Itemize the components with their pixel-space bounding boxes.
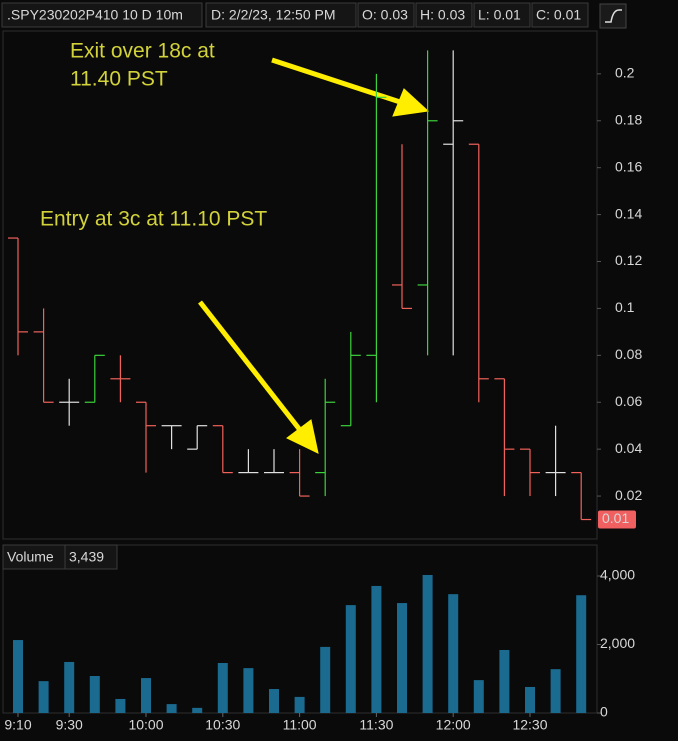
volume-bar <box>269 689 279 713</box>
x-tick-label: 11:00 <box>283 717 317 733</box>
x-tick-label: 11:30 <box>359 717 393 733</box>
volume-title: Volume <box>7 549 54 565</box>
high: H: 0.03 <box>420 7 465 23</box>
volume-bar <box>192 707 203 713</box>
header-box <box>415 2 473 28</box>
volume-bar <box>576 595 587 713</box>
volume-box <box>64 544 118 570</box>
x-tick-label: 9:30 <box>56 717 83 733</box>
price-panel <box>2 30 598 540</box>
arrow-head <box>286 419 319 454</box>
arrows <box>198 57 430 454</box>
y-tick-label: 0 <box>600 704 608 720</box>
y-tick-label: 0.12 <box>615 252 642 268</box>
volume-bar <box>294 696 305 713</box>
header-box <box>357 2 415 28</box>
volume-bar <box>243 668 254 713</box>
volume-bar <box>397 603 407 713</box>
last-price-box <box>598 510 636 529</box>
style-icon <box>605 9 622 23</box>
symbol: .SPY230202P410 10 D 10m <box>7 7 183 23</box>
y-tick-label: 0.06 <box>615 393 642 409</box>
y-tick-label: 2,000 <box>600 635 635 651</box>
x-tick-label: 10:00 <box>128 717 163 733</box>
arrow-head <box>392 88 430 117</box>
arrow <box>198 300 302 432</box>
volume-bar <box>371 585 382 713</box>
volume-current: 3,439 <box>69 549 104 565</box>
arrow <box>271 57 401 105</box>
volume-bar <box>525 686 535 713</box>
y-tick-label: 0.1 <box>615 299 635 315</box>
close: C: 0.01 <box>536 7 581 23</box>
volume-bar <box>64 661 75 713</box>
volume-bar <box>345 605 356 713</box>
volume-bar <box>115 698 126 713</box>
volume-bar <box>320 646 331 713</box>
annotation: Exit over 18c at <box>70 40 215 63</box>
volume-bar <box>38 681 49 713</box>
volume-bar <box>448 594 459 713</box>
x-tick-label: 9:10 <box>4 717 31 733</box>
x-tick-label: 12:30 <box>512 717 547 733</box>
header-box <box>531 2 589 28</box>
volume-bar <box>422 574 433 713</box>
header-box <box>473 2 531 28</box>
annotation: Entry at 3c at 11.10 PST <box>40 208 267 231</box>
volume-bar <box>550 669 561 713</box>
y-tick-label: 0.08 <box>615 346 642 362</box>
volume-bar <box>166 704 177 713</box>
volume-bar <box>473 680 484 713</box>
volume-bar <box>89 676 100 713</box>
y-tick-label: 0.16 <box>615 158 642 174</box>
volume-bar <box>217 663 228 713</box>
y-tick-label: 0.18 <box>615 111 642 127</box>
y-tick-label: 0.2 <box>615 65 635 81</box>
low: L: 0.01 <box>478 7 521 23</box>
annotation: 11.40 PST <box>70 68 168 91</box>
volume-box <box>2 544 66 570</box>
header-box <box>1 2 203 28</box>
y-tick-label: 0.02 <box>615 487 642 503</box>
volume-bar <box>499 649 510 713</box>
open: O: 0.03 <box>362 7 408 23</box>
volume-bar <box>141 678 151 713</box>
x-tick-label: 12:00 <box>436 717 471 733</box>
last-price: 0.01 <box>602 510 629 526</box>
x-tick-label: 10:30 <box>205 717 240 733</box>
header-box <box>205 2 357 28</box>
volume-bar <box>13 640 23 713</box>
date: D: 2/2/23, 12:50 PM <box>211 7 336 23</box>
y-tick-label: 4,000 <box>600 567 635 583</box>
y-tick-label: 0.14 <box>615 205 642 221</box>
y-tick-label: 0.04 <box>615 440 642 456</box>
